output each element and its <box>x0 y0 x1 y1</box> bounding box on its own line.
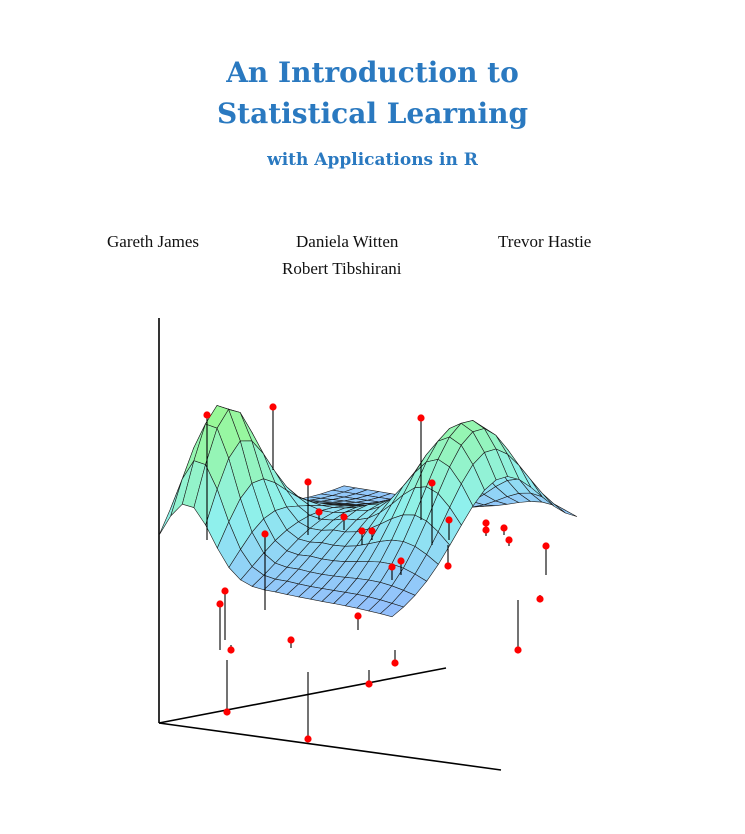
observation <box>354 612 362 630</box>
depth-axis <box>158 667 447 724</box>
surface-facet <box>379 602 405 618</box>
data-point <box>315 508 323 516</box>
data-point <box>397 557 405 565</box>
data-point <box>388 563 396 571</box>
plot-axes <box>158 318 502 771</box>
surface-facet <box>553 503 578 517</box>
data-point <box>428 479 436 487</box>
observation <box>445 516 453 540</box>
observation <box>261 530 269 610</box>
data-point <box>500 524 508 532</box>
book-title-line-1: An Introduction to <box>226 56 519 89</box>
data-point <box>304 735 312 743</box>
data-point <box>542 542 550 550</box>
observation-points <box>203 403 550 743</box>
observation <box>391 650 399 667</box>
data-point <box>365 680 373 688</box>
observation <box>227 645 235 654</box>
data-point <box>445 516 453 524</box>
data-point <box>482 526 490 534</box>
observation <box>482 526 490 536</box>
data-point <box>536 595 544 603</box>
observation <box>444 545 452 570</box>
observation <box>269 403 277 470</box>
data-point <box>391 659 399 667</box>
data-point <box>505 536 513 544</box>
observation <box>514 600 522 654</box>
author-trevor-hastie: Trevor Hastie <box>498 232 592 251</box>
regression-surface <box>158 405 578 618</box>
data-point <box>227 646 235 654</box>
observation <box>287 636 295 648</box>
data-point <box>203 411 211 419</box>
observation <box>223 660 231 716</box>
book-subtitle: with Applications in R <box>267 150 478 170</box>
observation <box>203 411 211 540</box>
data-point <box>354 612 362 620</box>
observation <box>368 527 376 540</box>
data-point <box>444 562 452 570</box>
observation <box>505 536 513 546</box>
observation <box>304 478 312 535</box>
author-robert-tibshirani: Robert Tibshirani <box>282 259 402 278</box>
data-point <box>417 414 425 422</box>
data-point <box>287 636 295 644</box>
data-point <box>261 530 269 538</box>
data-point <box>482 519 490 527</box>
data-point <box>514 646 522 654</box>
observation <box>216 600 224 650</box>
observation <box>500 524 508 535</box>
observation <box>428 479 436 545</box>
observation <box>542 542 550 575</box>
data-point <box>221 587 229 595</box>
observation <box>315 508 323 520</box>
observation <box>340 513 348 530</box>
front-axis <box>158 722 502 771</box>
author-gareth-james: Gareth James <box>107 232 200 251</box>
author-daniela-witten: Daniela Witten <box>296 232 399 251</box>
data-point <box>223 708 231 716</box>
observation <box>417 414 425 520</box>
observation <box>221 587 229 640</box>
observation <box>536 595 544 603</box>
data-point <box>340 513 348 521</box>
data-point <box>269 403 277 411</box>
data-point <box>216 600 224 608</box>
data-point <box>304 478 312 486</box>
observation <box>358 527 366 545</box>
book-title-line-2: Statistical Learning <box>216 97 529 130</box>
data-point <box>358 527 366 535</box>
data-point <box>368 527 376 535</box>
observation <box>304 672 312 743</box>
observation <box>388 563 396 580</box>
observation <box>397 557 405 575</box>
observation <box>365 670 373 688</box>
